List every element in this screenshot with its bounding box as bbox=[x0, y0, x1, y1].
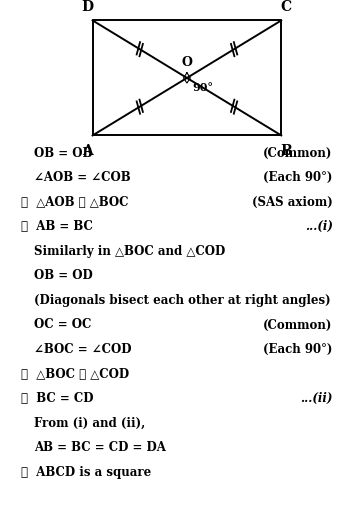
Text: AB = BC = CD = DA: AB = BC = CD = DA bbox=[34, 441, 166, 454]
Text: ∠BOC = ∠COD: ∠BOC = ∠COD bbox=[34, 343, 132, 356]
Text: O: O bbox=[181, 56, 192, 69]
Text: ∴  △BOC ≅ △COD: ∴ △BOC ≅ △COD bbox=[21, 367, 129, 381]
Text: C: C bbox=[281, 1, 292, 14]
Text: Similarly in △BOC and △COD: Similarly in △BOC and △COD bbox=[34, 245, 226, 258]
Text: D: D bbox=[81, 1, 94, 14]
Text: ∴  ABCD is a square: ∴ ABCD is a square bbox=[21, 466, 151, 479]
Text: ...(i): ...(i) bbox=[305, 220, 333, 234]
Text: B: B bbox=[281, 144, 292, 158]
Text: ∠AOB = ∠COB: ∠AOB = ∠COB bbox=[34, 171, 131, 184]
Text: ∴  AB = BC: ∴ AB = BC bbox=[21, 220, 93, 234]
Text: OB = OD: OB = OD bbox=[34, 269, 93, 283]
Text: 90°: 90° bbox=[193, 82, 214, 93]
Text: (Diagonals bisect each other at right angles): (Diagonals bisect each other at right an… bbox=[34, 294, 331, 307]
Text: OB = OB: OB = OB bbox=[34, 147, 93, 160]
Text: (Common): (Common) bbox=[263, 318, 333, 332]
Text: (Common): (Common) bbox=[263, 147, 333, 160]
Text: ...(ii): ...(ii) bbox=[300, 392, 333, 405]
Text: (Each 90°): (Each 90°) bbox=[263, 343, 333, 356]
Text: OC = OC: OC = OC bbox=[34, 318, 92, 332]
Text: A: A bbox=[82, 144, 93, 158]
Text: (Each 90°): (Each 90°) bbox=[263, 171, 333, 184]
Text: ∴  △AOB ≅ △BOC: ∴ △AOB ≅ △BOC bbox=[21, 196, 128, 209]
Text: (SAS axiom): (SAS axiom) bbox=[252, 196, 333, 209]
Text: ∴  BC = CD: ∴ BC = CD bbox=[21, 392, 93, 405]
Text: From (i) and (ii),: From (i) and (ii), bbox=[34, 416, 145, 430]
